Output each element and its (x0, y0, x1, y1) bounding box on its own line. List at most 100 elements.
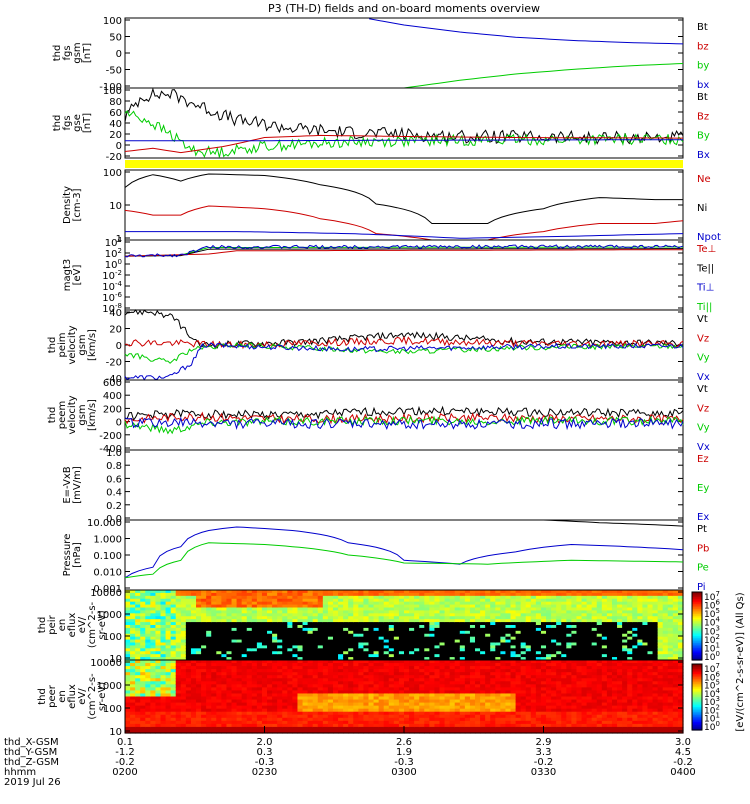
panel-exb-tick-label: 0.6 (106, 474, 122, 485)
panel-exb-tick-label: 0.2 (106, 501, 122, 512)
panel-peem-velocity-legend-Vz: Vz (697, 403, 709, 414)
panel-peem-velocity-tick-label: 400 (103, 391, 122, 402)
panel-magt3-ylabel: magt3[eV] (62, 259, 83, 292)
panel-magt3-legend-Te||: Te|| (696, 263, 714, 274)
panel-peim-velocity-legend-Vy: Vy (697, 353, 710, 364)
panel-peir-eflux-tick-label: 10000 (90, 588, 122, 599)
panel-exb-ylabel: E=-VxB[mV/m] (62, 466, 83, 504)
panel-peir-eflux-ylabel-line: sr-eV) (97, 610, 108, 639)
panel-fgs-gse-tick-label: 100 (103, 86, 122, 97)
panel-pressure-legend-Pi: Pi (697, 582, 706, 593)
panel-peim-velocity-legend-Vt: Vt (697, 314, 708, 325)
panel-fgs-gsm-legend-bx: bx (697, 80, 709, 91)
panel-fgs-gsm-series-by (404, 64, 683, 89)
quality-flag-bar (125, 160, 683, 168)
panel-exb-tick-label: 0.4 (106, 488, 122, 499)
panel-exb-tick-label: 0.8 (106, 461, 122, 472)
panel-pressure-legend-Pe: Pe (697, 563, 709, 574)
panel-peim-velocity-ylabel-line: [km/s] (87, 329, 98, 361)
panel-fgs-gsm-ylabel-line: [nT] (82, 43, 93, 63)
panel-fgs-gse-tick-label: 80 (109, 97, 122, 108)
panel-fgs-gse-tick-label: 20 (109, 130, 122, 141)
panel-fgs-gse-legend-By: By (697, 131, 710, 142)
panel-peim-velocity-legend-Vx: Vx (697, 372, 710, 383)
panel-peer-eflux-spectrogram (125, 660, 684, 734)
panel-magt3-legend-Ti||: Ti|| (696, 302, 712, 313)
panel-fgs-gsm-frame (125, 18, 683, 88)
panel-pressure-series-Pi (125, 527, 683, 578)
panel-magt3-legend-Ti⊥: Ti⊥ (696, 283, 714, 294)
panel-peim-velocity-tick-label: 20 (109, 325, 122, 336)
panel-fgs-gse-series-Bx (125, 140, 683, 141)
panel-fgs-gse-tick-label: 40 (109, 119, 122, 130)
panel-pressure-legend-Pb: Pb (697, 543, 709, 554)
panel-fgs-gsm-tick-label: -50 (106, 66, 122, 77)
panel-density-series-Ni (125, 174, 683, 224)
panel-density-legend-Npot: Npot (697, 232, 721, 243)
panel-pressure-legend-Pt: Pt (697, 524, 707, 535)
panel-density-ylabel: Density[cm-3] (62, 186, 83, 224)
panel-density-series-Ne (125, 206, 683, 240)
panel-peim-velocity-tick-label: -20 (106, 358, 122, 369)
panel-magt3-legend-Te⊥: Te⊥ (696, 244, 716, 255)
panel-fgs-gse-tick-label: 0 (116, 141, 122, 152)
panel-exb-ylabel-line: [mV/m] (72, 466, 83, 504)
panel-peem-velocity-legend-Vy: Vy (697, 423, 710, 434)
panel-fgs-gse-legend-Bz: Bz (697, 111, 709, 122)
panel-fgs-gsm-tick-label: 100 (103, 16, 122, 27)
panel-peem-velocity-tick-label: 600 (103, 378, 122, 389)
panel-fgs-gsm-legend-bz: bz (697, 41, 709, 52)
panel-exb-tick-label: 1.0 (106, 448, 122, 459)
panel-density-ylabel-line: [cm-3] (72, 188, 83, 221)
panel-peim-velocity-legend-Vz: Vz (697, 333, 709, 344)
panel-peim-velocity-tick-label: 40 (109, 308, 122, 319)
panel-fgs-gsm-legend-by: by (697, 61, 709, 72)
panel-pressure-series-Pt (544, 520, 684, 526)
panel-pressure-tick-label: 1.000 (93, 535, 122, 546)
panel-magt3-ylabel-line: [eV] (72, 265, 83, 286)
panel-peem-velocity-legend-Vx: Vx (697, 442, 710, 453)
panel-fgs-gsm-legend-Bt: Bt (697, 22, 708, 33)
panel-peem-velocity-ylabel-line: [km/s] (87, 399, 98, 431)
panel-fgs-gse-legend-Bt: Bt (697, 92, 708, 103)
panel-peem-velocity-tick-label: 0 (116, 418, 122, 429)
panel-density-frame (125, 170, 683, 240)
panel-pressure-ylabel: Pressure[nPa] (62, 534, 83, 577)
panel-fgs-gse-tick-label: 60 (109, 108, 122, 119)
panel-peem-velocity-tick-label: -200 (99, 431, 122, 442)
panel-peem-velocity-tick-label: 200 (103, 404, 122, 415)
panel-fgs-gsm-tick-label: 50 (109, 33, 122, 44)
panel-pressure-tick-label: 10.000 (87, 518, 122, 529)
panel-peem-velocity-legend-Vt: Vt (697, 384, 708, 395)
panel-density-tick-label: 100 (103, 168, 122, 179)
panel-pressure-tick-label: 0.100 (93, 551, 122, 562)
panel-peim-velocity-tick-label: 0 (116, 341, 122, 352)
panel-fgs-gse-tick-label: -20 (106, 152, 122, 163)
panel-peir-eflux-spectrogram (125, 590, 684, 661)
panel-fgs-gse-series-By (125, 111, 683, 157)
panel-peim-velocity-series-Vt (125, 310, 683, 348)
panel-exb-legend-Ez: Ez (697, 454, 709, 465)
panel-fgs-gse-ylabel-line: [nT] (82, 113, 93, 133)
panel-fgs-gse-legend-Bx: Bx (697, 150, 710, 161)
panel-fgs-gsm-series-bx (369, 19, 683, 44)
panel-density-tick-label: 10 (109, 201, 122, 212)
panel-pressure-tick-label: 0.010 (93, 568, 122, 579)
panel-density-legend-Ni: Ni (697, 203, 707, 214)
panel-fgs-gsm-tick-label: 0 (116, 49, 122, 60)
panel-pressure-ylabel-line: [nPa] (72, 542, 83, 568)
panel-peim-velocity-series-Vy (125, 343, 683, 363)
panel-exb-legend-Ey: Ey (697, 483, 709, 494)
panel-exb-legend-Ex: Ex (697, 512, 709, 523)
panel-peim-velocity-series-Vx (125, 343, 683, 380)
plot-title: P3 (TH-D) fields and on-board moments ov… (268, 2, 540, 15)
panel-density-legend-Ne: Ne (697, 174, 711, 185)
panel-magt3-series-Te⊥ (125, 250, 683, 257)
